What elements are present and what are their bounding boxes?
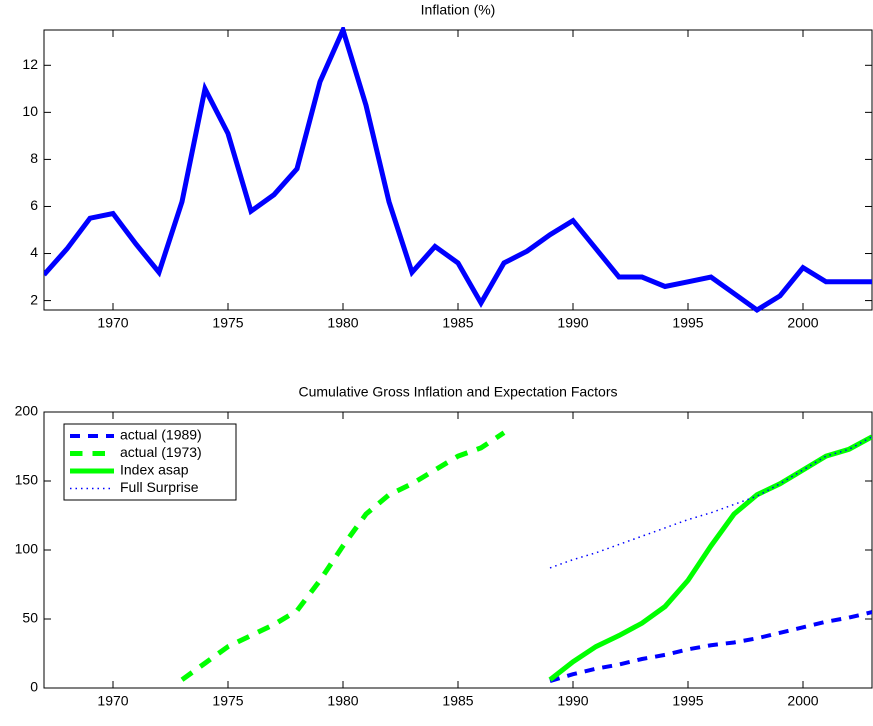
y-tick-label: 10 (22, 103, 38, 119)
x-tick-label: 1995 (672, 315, 703, 331)
x-tick-label: 1995 (672, 693, 703, 709)
legend-label: Index asap (120, 462, 189, 478)
axes-box (43, 29, 873, 311)
x-tick-label: 1970 (97, 315, 128, 331)
x-tick-label: 2000 (787, 693, 818, 709)
x-tick-label: 1985 (442, 315, 473, 331)
chart-title: Inflation (%) (421, 2, 496, 18)
x-tick-label: 1970 (97, 693, 128, 709)
series-line (548, 434, 872, 682)
y-tick-label: 6 (30, 197, 38, 213)
x-tick-label: 1985 (442, 693, 473, 709)
y-tick-label: 2 (30, 291, 38, 307)
series-line (549, 610, 872, 684)
y-tick-label: 50 (22, 610, 38, 626)
y-tick-label: 4 (30, 244, 38, 260)
y-tick-label: 150 (15, 472, 39, 488)
y-tick-label: 8 (30, 150, 38, 166)
chart-title: Cumulative Gross Inflation and Expectati… (298, 384, 617, 400)
legend-label: actual (1973) (120, 444, 202, 460)
legend-label: actual (1989) (120, 427, 202, 443)
series-line (180, 430, 506, 682)
series-line (44, 27, 872, 313)
x-tick-label: 1975 (212, 693, 243, 709)
x-tick-label: 1975 (212, 315, 243, 331)
y-tick-label: 100 (15, 541, 39, 557)
legend-label: Full Surprise (120, 479, 199, 495)
x-tick-label: 1990 (557, 315, 588, 331)
y-tick-label: 200 (15, 403, 39, 419)
y-tick-label: 0 (30, 679, 38, 695)
x-tick-label: 1990 (557, 693, 588, 709)
x-tick-label: 1980 (327, 693, 358, 709)
x-tick-label: 2000 (787, 315, 818, 331)
x-tick-label: 1980 (327, 315, 358, 331)
y-tick-label: 12 (22, 56, 38, 72)
